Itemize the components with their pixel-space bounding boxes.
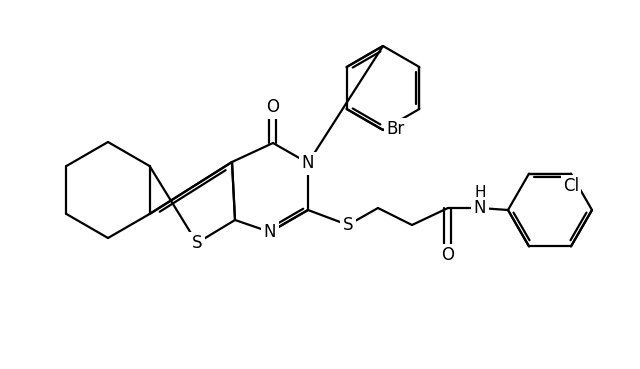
Text: S: S [192,234,202,252]
Text: Br: Br [386,120,404,138]
Text: H: H [474,185,486,200]
Text: N: N [301,154,314,172]
Text: O: O [442,246,454,264]
Text: Cl: Cl [563,177,579,194]
Text: N: N [474,199,486,217]
Text: O: O [266,98,280,116]
Text: S: S [343,216,353,234]
Text: N: N [264,223,276,241]
